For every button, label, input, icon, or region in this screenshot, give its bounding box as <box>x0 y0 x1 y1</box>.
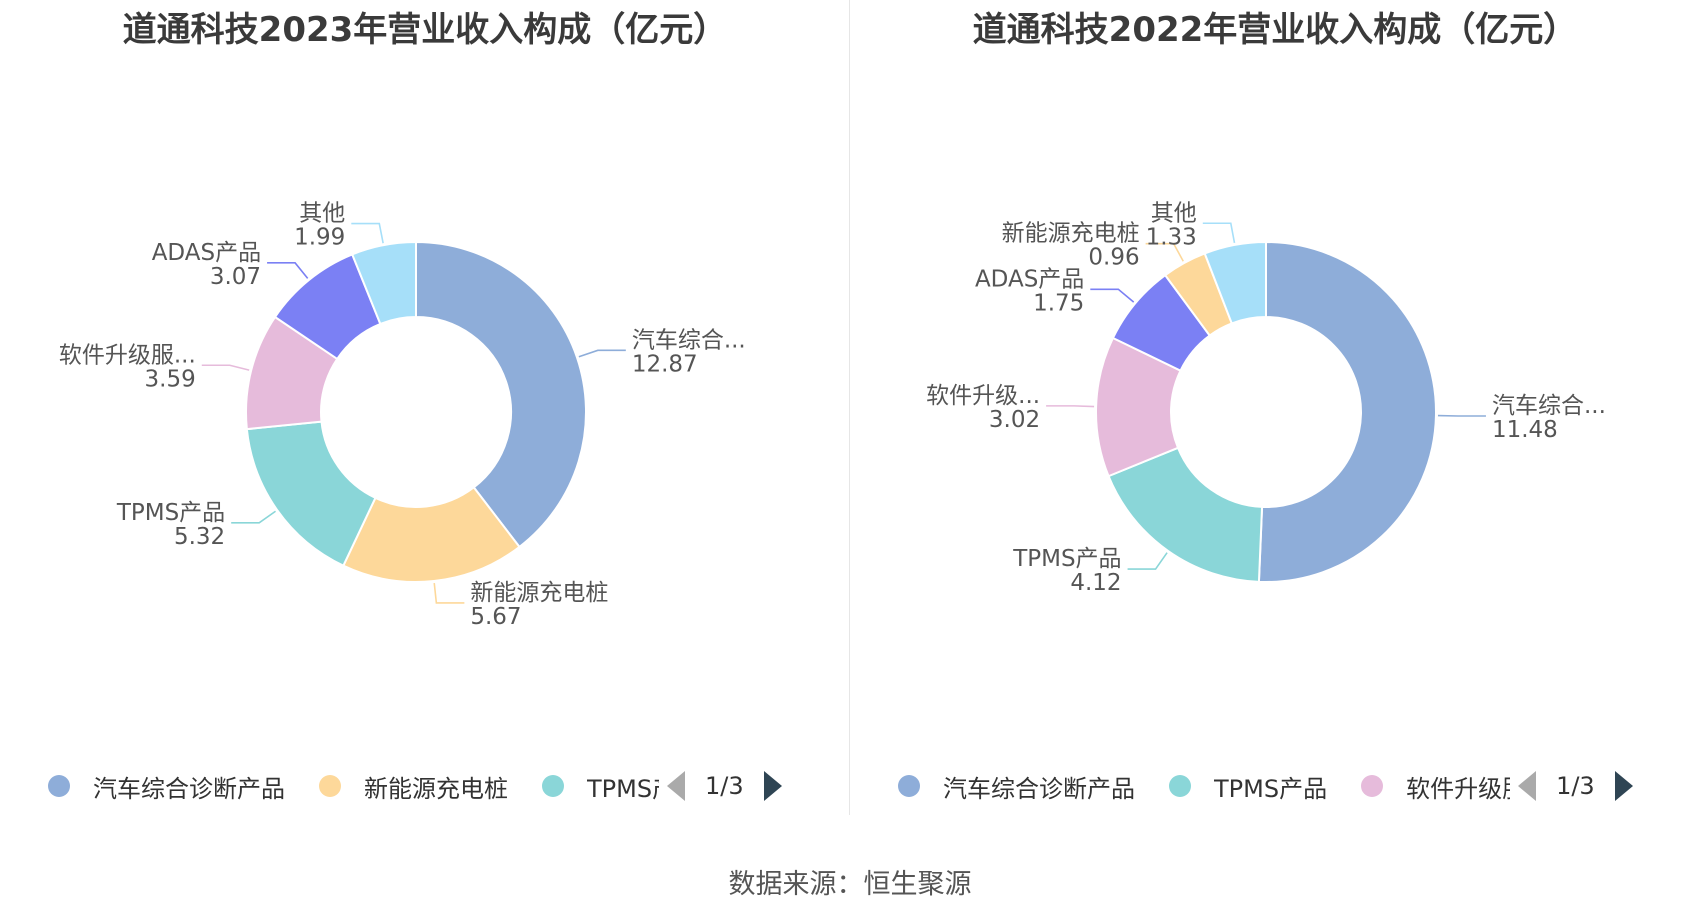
legend-item[interactable]: 软件升级服务 <box>1353 769 1510 804</box>
label-leader-line <box>433 582 465 604</box>
slice-label: 其他 <box>1151 200 1197 226</box>
legend-next-arrow-icon[interactable] <box>763 771 782 801</box>
slice-value-label: 11.48 <box>1492 417 1558 443</box>
slice-value-label: 1.75 <box>1033 290 1084 316</box>
legend-label: 新能源充电桩 <box>364 774 508 803</box>
pie-slice[interactable] <box>415 240 587 549</box>
slice-label: 软件升级... <box>926 383 1040 409</box>
slice-value-label: 1.99 <box>294 225 345 251</box>
label-leader-line <box>578 349 626 358</box>
legend-marker <box>1361 775 1384 797</box>
legend-label: 软件升级服务 <box>1406 774 1510 803</box>
label-leader-line <box>1046 405 1095 408</box>
slice-label: 汽车综合... <box>632 327 746 353</box>
legend-pager: 1/3 <box>667 771 782 801</box>
pie-slice[interactable] <box>1203 240 1267 325</box>
legend-item[interactable]: 汽车综合诊断产品 <box>890 769 1135 804</box>
legend-marker <box>898 775 920 797</box>
chart-legend: 汽车综合诊断产品 TPMS产品 软件升级服务 1/3 <box>890 766 1633 806</box>
legend-page-indicator: 1/3 <box>705 772 744 800</box>
donut-chart-2022: 汽车综合...11.48TPMS产品4.12软件升级...3.02ADAS产品1… <box>926 200 1606 596</box>
slice-label: TPMS产品 <box>1012 546 1121 572</box>
legend-marker <box>1169 775 1191 797</box>
pie-slice[interactable] <box>350 240 417 326</box>
panel-divider <box>849 0 850 815</box>
label-leader-line <box>351 222 384 244</box>
label-leader-line <box>1202 222 1236 244</box>
slice-value-label: 5.32 <box>174 524 225 550</box>
slice-label: 新能源充电桩 <box>1002 221 1140 247</box>
pie-slice[interactable] <box>342 485 521 583</box>
chart-panel-2023: 道通科技2023年营业收入构成（亿元） 汽车综合... 12.87 新能源充电桩 5.… <box>0 0 850 840</box>
data-source-note: 数据来源：恒生聚源 <box>728 869 972 900</box>
pie-slice[interactable] <box>1257 240 1437 583</box>
slice-label: 其他 <box>299 201 345 227</box>
legend-label: TPMS产品 <box>1214 774 1328 803</box>
label-leader-line <box>1127 552 1168 570</box>
legend-label: TPMS产品 <box>587 774 659 803</box>
slice-label: 软件升级服... <box>59 342 196 368</box>
legend-item[interactable]: TPMS产品 <box>1161 769 1327 804</box>
legend-item[interactable]: 汽车综合诊断产品 <box>40 769 285 804</box>
slice-label: 新能源充电桩 <box>470 580 608 606</box>
chart-title: 道通科技2023年营业收入构成（亿元） <box>122 10 728 50</box>
chart-title: 道通科技2022年营业收入构成（亿元） <box>972 10 1578 50</box>
label-leader-line <box>1090 288 1135 303</box>
legend-marker <box>542 775 564 797</box>
legend-pager: 1/3 <box>1518 771 1633 801</box>
slice-value-label: 3.02 <box>989 407 1040 433</box>
slice-label: ADAS产品 <box>975 266 1084 292</box>
label-leader-line <box>267 262 309 279</box>
slice-value-label: 0.96 <box>1088 245 1139 271</box>
slice-value-label: 5.67 <box>470 604 521 630</box>
slice-value-label: 3.07 <box>210 264 261 290</box>
legend-marker <box>319 775 341 797</box>
legend-prev-arrow-icon[interactable] <box>1518 771 1537 801</box>
legend-marker <box>48 775 70 797</box>
legend-page-indicator: 1/3 <box>1556 772 1595 800</box>
slice-label: TPMS产品 <box>116 500 225 526</box>
legend-prev-arrow-icon[interactable] <box>667 771 685 801</box>
label-leader-line <box>201 364 250 371</box>
legend-item[interactable]: 新能源充电桩 <box>311 769 508 804</box>
slice-value-label: 1.33 <box>1146 224 1197 250</box>
legend-label: 汽车综合诊断产品 <box>943 774 1135 803</box>
slice-label: ADAS产品 <box>152 240 261 266</box>
label-leader-line <box>1145 242 1184 262</box>
slice-value-label: 3.59 <box>145 366 196 392</box>
legend-label: 汽车综合诊断产品 <box>93 774 285 803</box>
chart-panel-2022: 道通科技2022年营业收入构成（亿元） 汽车综合... 11.48 TPMS产品 4.… <box>850 0 1700 840</box>
slice-label: 汽车综合... <box>1492 393 1606 419</box>
legend-next-arrow-icon[interactable] <box>1614 771 1633 801</box>
chart-legend: 汽车综合诊断产品 新能源充电桩 TPMS产品 1/3 <box>40 766 782 806</box>
legend-item[interactable]: TPMS产品 <box>534 769 659 804</box>
pie-slice[interactable] <box>1107 446 1264 583</box>
slice-value-label: 12.87 <box>632 351 698 377</box>
label-leader-line <box>231 510 276 524</box>
slice-value-label: 4.12 <box>1070 570 1121 596</box>
